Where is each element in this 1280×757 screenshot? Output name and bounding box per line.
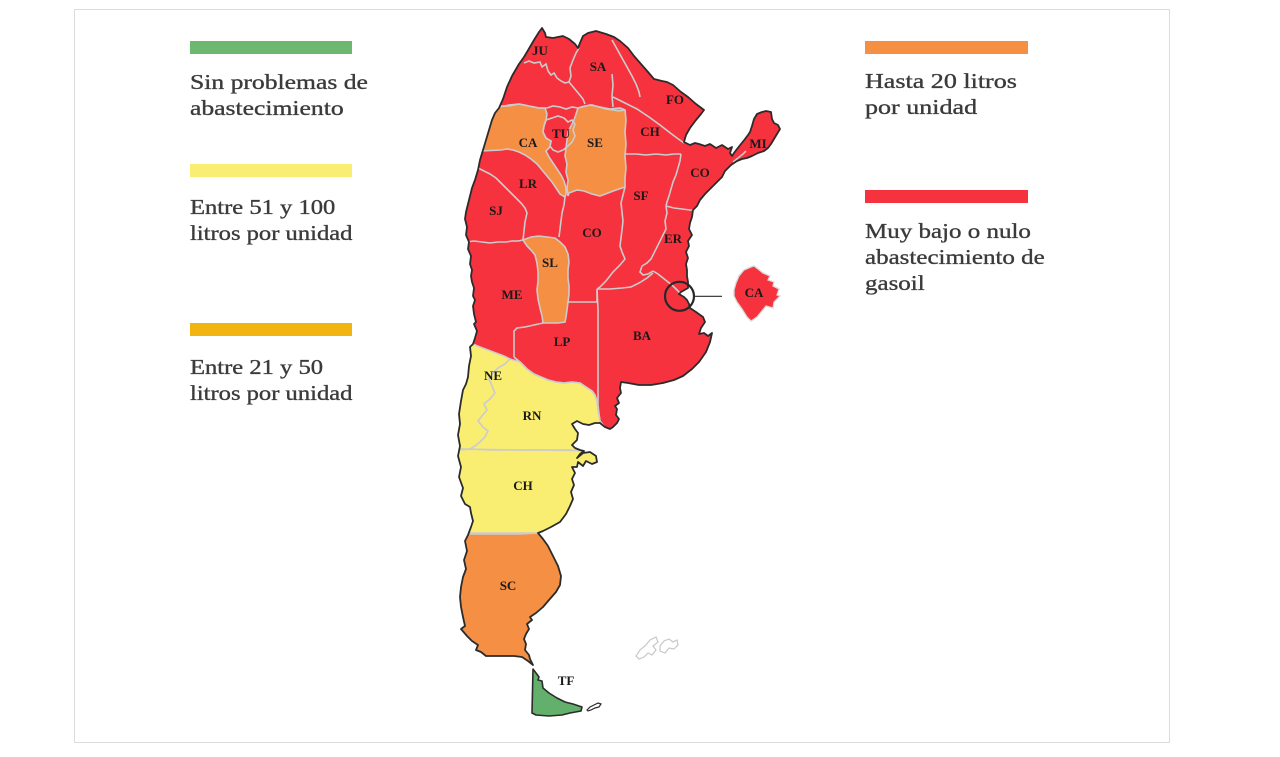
- svg-text:CA: CA: [519, 135, 538, 150]
- svg-text:CH: CH: [513, 478, 533, 493]
- svg-text:NE: NE: [484, 368, 502, 383]
- svg-text:LR: LR: [519, 176, 538, 191]
- svg-text:TF: TF: [558, 673, 575, 688]
- svg-text:SF: SF: [633, 188, 648, 203]
- svg-text:CO: CO: [690, 165, 710, 180]
- svg-text:SA: SA: [590, 59, 607, 74]
- svg-text:CO: CO: [582, 225, 602, 240]
- svg-text:SC: SC: [500, 578, 517, 593]
- svg-text:RN: RN: [523, 408, 542, 423]
- svg-text:SE: SE: [587, 135, 603, 150]
- svg-text:CA: CA: [745, 285, 764, 300]
- svg-text:SJ: SJ: [489, 203, 503, 218]
- svg-text:SL: SL: [542, 255, 558, 270]
- svg-text:MI: MI: [749, 136, 766, 151]
- svg-text:CH: CH: [640, 124, 660, 139]
- svg-text:JU: JU: [532, 43, 549, 58]
- svg-text:ME: ME: [502, 287, 523, 302]
- svg-text:ER: ER: [664, 231, 683, 246]
- svg-text:FO: FO: [666, 92, 684, 107]
- svg-text:BA: BA: [633, 328, 652, 343]
- svg-text:LP: LP: [554, 334, 571, 349]
- svg-text:TU: TU: [552, 126, 571, 141]
